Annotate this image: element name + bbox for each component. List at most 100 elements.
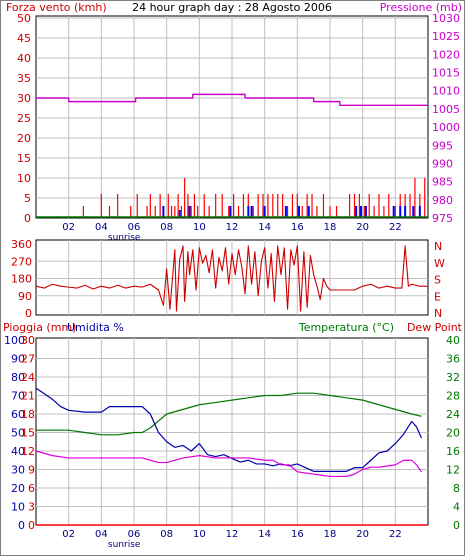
panel3-sunrise-label: sunrise (108, 540, 141, 550)
humidity-tick-label: 100 (4, 334, 25, 347)
wind-tick-label: 5 (24, 192, 31, 205)
panel3-x-tick-label: 20 (356, 529, 369, 540)
rain-tick-label: 24 (21, 371, 35, 384)
temperature-tick-label: 32 (446, 371, 460, 384)
rain-tick-label: 30 (21, 334, 35, 347)
direction-tick-label: 180 (11, 273, 32, 286)
pressure-tick-label: 985 (432, 176, 453, 189)
panel3-x-tick-label: 10 (193, 529, 206, 540)
panel1-x-tick-label: 02 (62, 222, 75, 233)
panel1-x-tick-label: 12 (226, 222, 239, 233)
rain-tick-label: 18 (21, 408, 35, 421)
rain-axis-title: Pioggia (mm) (3, 321, 76, 334)
pressure-tick-label: 980 (432, 194, 453, 207)
humidity-line (35, 387, 423, 472)
panel3-x-tick-label: 16 (291, 529, 304, 540)
panel3-x-tick-label: 02 (62, 529, 75, 540)
wind-tick-label: 15 (17, 152, 31, 165)
rain-tick-label: 21 (21, 390, 35, 403)
panel1-x-tick-label: 08 (160, 222, 173, 233)
wind-tick-label: 50 (17, 12, 31, 25)
humidity-tick-label: 40 (11, 445, 25, 458)
temperature-tick-label: 12 (446, 464, 460, 477)
pressure-tick-label: 1015 (432, 67, 460, 80)
panel1-x-tick-label: 20 (356, 222, 369, 233)
pressure-tick-label: 1000 (432, 121, 460, 134)
direction-line (35, 245, 428, 312)
rain-tick-label: 27 (21, 353, 35, 366)
pressure-axis-title: Pressione (mb) (380, 1, 462, 14)
humidity-axis-title: Umidita % (67, 321, 124, 334)
wind-tick-label: 45 (17, 32, 31, 45)
panel3-x-tick-label: 04 (95, 529, 108, 540)
compass-label: W (434, 257, 445, 270)
panel1-x-tick-label: 10 (193, 222, 206, 233)
temperature-tick-label: 0 (453, 519, 460, 532)
rain-tick-label: 12 (21, 445, 35, 458)
temperature-tick-label: 40 (446, 334, 460, 347)
compass-label: E (434, 290, 441, 303)
temperature-axis-title: Temperatura (°C) (298, 321, 394, 334)
rain-tick-label: 0 (28, 519, 35, 532)
temperature-tick-label: 8 (453, 482, 460, 495)
wind-tick-label: 0 (24, 212, 31, 225)
compass-label: N (434, 240, 442, 253)
pressure-tick-label: 975 (432, 212, 453, 225)
wind-tick-label: 25 (17, 112, 31, 125)
panel1-x-tick-label: 06 (128, 222, 141, 233)
pressure-tick-label: 995 (432, 139, 453, 152)
direction-tick-label: 90 (18, 290, 32, 303)
panel1-x-tick-label: 16 (291, 222, 304, 233)
wind-tick-label: 35 (17, 72, 31, 85)
panel3-x-tick-label: 14 (258, 529, 271, 540)
temperature-tick-label: 16 (446, 445, 460, 458)
panel3-x-tick-label: 22 (389, 529, 402, 540)
humidity-temperature-panel: 0102030405060708090100036912151821242730… (4, 334, 460, 550)
humidity-tick-label: 80 (11, 371, 25, 384)
chart-title: 24 hour graph day : 28 Agosto 2006 (132, 1, 332, 14)
compass-label: S (434, 274, 441, 287)
temperature-tick-label: 36 (446, 353, 460, 366)
rain-tick-label: 15 (21, 427, 35, 440)
pressure-tick-label: 1005 (432, 103, 460, 116)
direction-tick-label: 0 (25, 307, 32, 320)
wind-tick-label: 30 (17, 92, 31, 105)
direction-tick-label: 360 (11, 238, 32, 251)
humidity-tick-label: 70 (11, 390, 25, 403)
panel1-x-tick-label: 22 (389, 222, 402, 233)
panel3-x-tick-label: 18 (324, 529, 337, 540)
panel1-x-tick-label: 14 (258, 222, 271, 233)
dewpoint-axis-title: Dew Point (407, 321, 463, 334)
wind-tick-label: 10 (17, 172, 31, 185)
temperature-tick-label: 28 (446, 390, 460, 403)
pressure-tick-label: 990 (432, 157, 453, 170)
panel1-sunrise-label: sunrise (108, 233, 141, 243)
humidity-tick-label: 20 (11, 482, 25, 495)
pressure-tick-label: 1020 (432, 48, 460, 61)
humidity-tick-label: 10 (11, 501, 25, 514)
wind-axis-title: Forza vento (kmh) (6, 1, 107, 14)
pressure-tick-label: 1010 (432, 85, 460, 98)
rain-tick-label: 9 (28, 464, 35, 477)
humidity-tick-label: 90 (11, 353, 25, 366)
temperature-tick-label: 24 (446, 408, 460, 421)
pressure-tick-label: 1030 (432, 12, 460, 25)
pressure-line (36, 93, 428, 106)
compass-label: N (434, 307, 442, 320)
temperature-tick-label: 4 (453, 501, 460, 514)
wind-tick-label: 20 (17, 132, 31, 145)
humidity-tick-label: 0 (18, 519, 25, 532)
wind-pressure-panel: 0510152025303540455097598098599099510001… (17, 12, 460, 243)
panel1-x-tick-label: 04 (95, 222, 108, 233)
humidity-tick-label: 50 (11, 427, 25, 440)
panel3-x-tick-label: 06 (128, 529, 141, 540)
temperature-line (36, 392, 422, 436)
wind-tick-label: 40 (17, 52, 31, 65)
pressure-tick-label: 1025 (432, 30, 460, 43)
humidity-tick-label: 60 (11, 408, 25, 421)
panel3-x-tick-label: 08 (160, 529, 173, 540)
dewpoint-line (35, 450, 422, 478)
temperature-tick-label: 20 (446, 427, 460, 440)
